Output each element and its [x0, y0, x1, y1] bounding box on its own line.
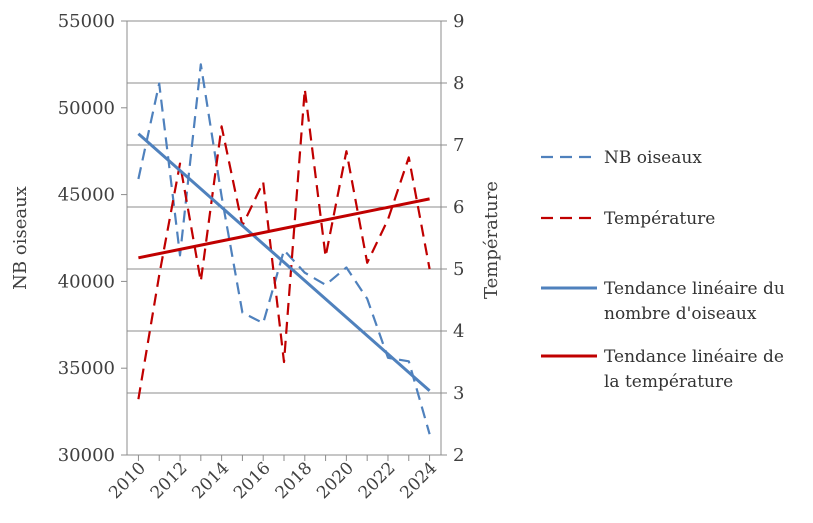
y-left-tick-label: 40000 [58, 271, 115, 292]
y-right-axis-title: Température [481, 181, 502, 299]
legend-label-line: Tendance linéaire du [604, 279, 785, 299]
legend: NB oiseaux Température Tendance linéaire d… [541, 148, 785, 392]
y-right-tick-label: 3 [453, 383, 464, 404]
x-tick-label: 2024 [396, 458, 441, 503]
trendline-temperature [138, 197, 430, 260]
grid-layer [127, 20, 441, 456]
y-left-tick-label: 55000 [58, 11, 115, 32]
y-right-tick-label: 5 [453, 259, 464, 280]
x-tick-label: 2014 [188, 458, 233, 503]
legend-label: Température [604, 209, 715, 229]
series-line-nb-oiseaux [137, 63, 431, 435]
series-line-temperature [137, 88, 431, 400]
y-left-axis-title: NB oiseaux [10, 186, 31, 290]
y-right-tick-label: 7 [453, 135, 464, 156]
y-right-tick-label: 4 [453, 321, 464, 342]
x-tick-label: 2012 [147, 458, 192, 503]
y-left-tick-label: 30000 [58, 445, 115, 466]
y-left-tick-label: 50000 [58, 98, 115, 119]
legend-label: Tendance linéaire du nombre d'oiseaux [604, 279, 785, 324]
legend-label-line: nombre d'oiseaux [604, 304, 757, 324]
series-layer [137, 63, 431, 435]
legend-label: Tendance linéaire de la température [604, 347, 784, 392]
x-tick-label: 2022 [355, 458, 400, 503]
y-right-tick-label: 2 [453, 445, 464, 466]
x-tick-label: 2020 [313, 458, 358, 503]
x-tick-label: 2018 [272, 458, 317, 503]
trendline-nb-oiseaux [137, 132, 431, 392]
legend-label-line: NB oiseaux [604, 148, 702, 168]
y-right-tick-label: 8 [453, 73, 464, 94]
legend-label-line: Tendance linéaire de [604, 347, 784, 367]
y-right-tick-label: 6 [453, 197, 464, 218]
legend-label-line: la température [604, 372, 733, 392]
y-left-tick-label: 45000 [58, 185, 115, 206]
x-tick-label: 2016 [230, 458, 275, 503]
axes-layer [121, 20, 447, 461]
y-left-tick-label: 35000 [58, 358, 115, 379]
legend-label: NB oiseaux [604, 148, 702, 168]
y-right-tick-label: 9 [453, 11, 464, 32]
legend-label-line: Température [604, 209, 715, 229]
